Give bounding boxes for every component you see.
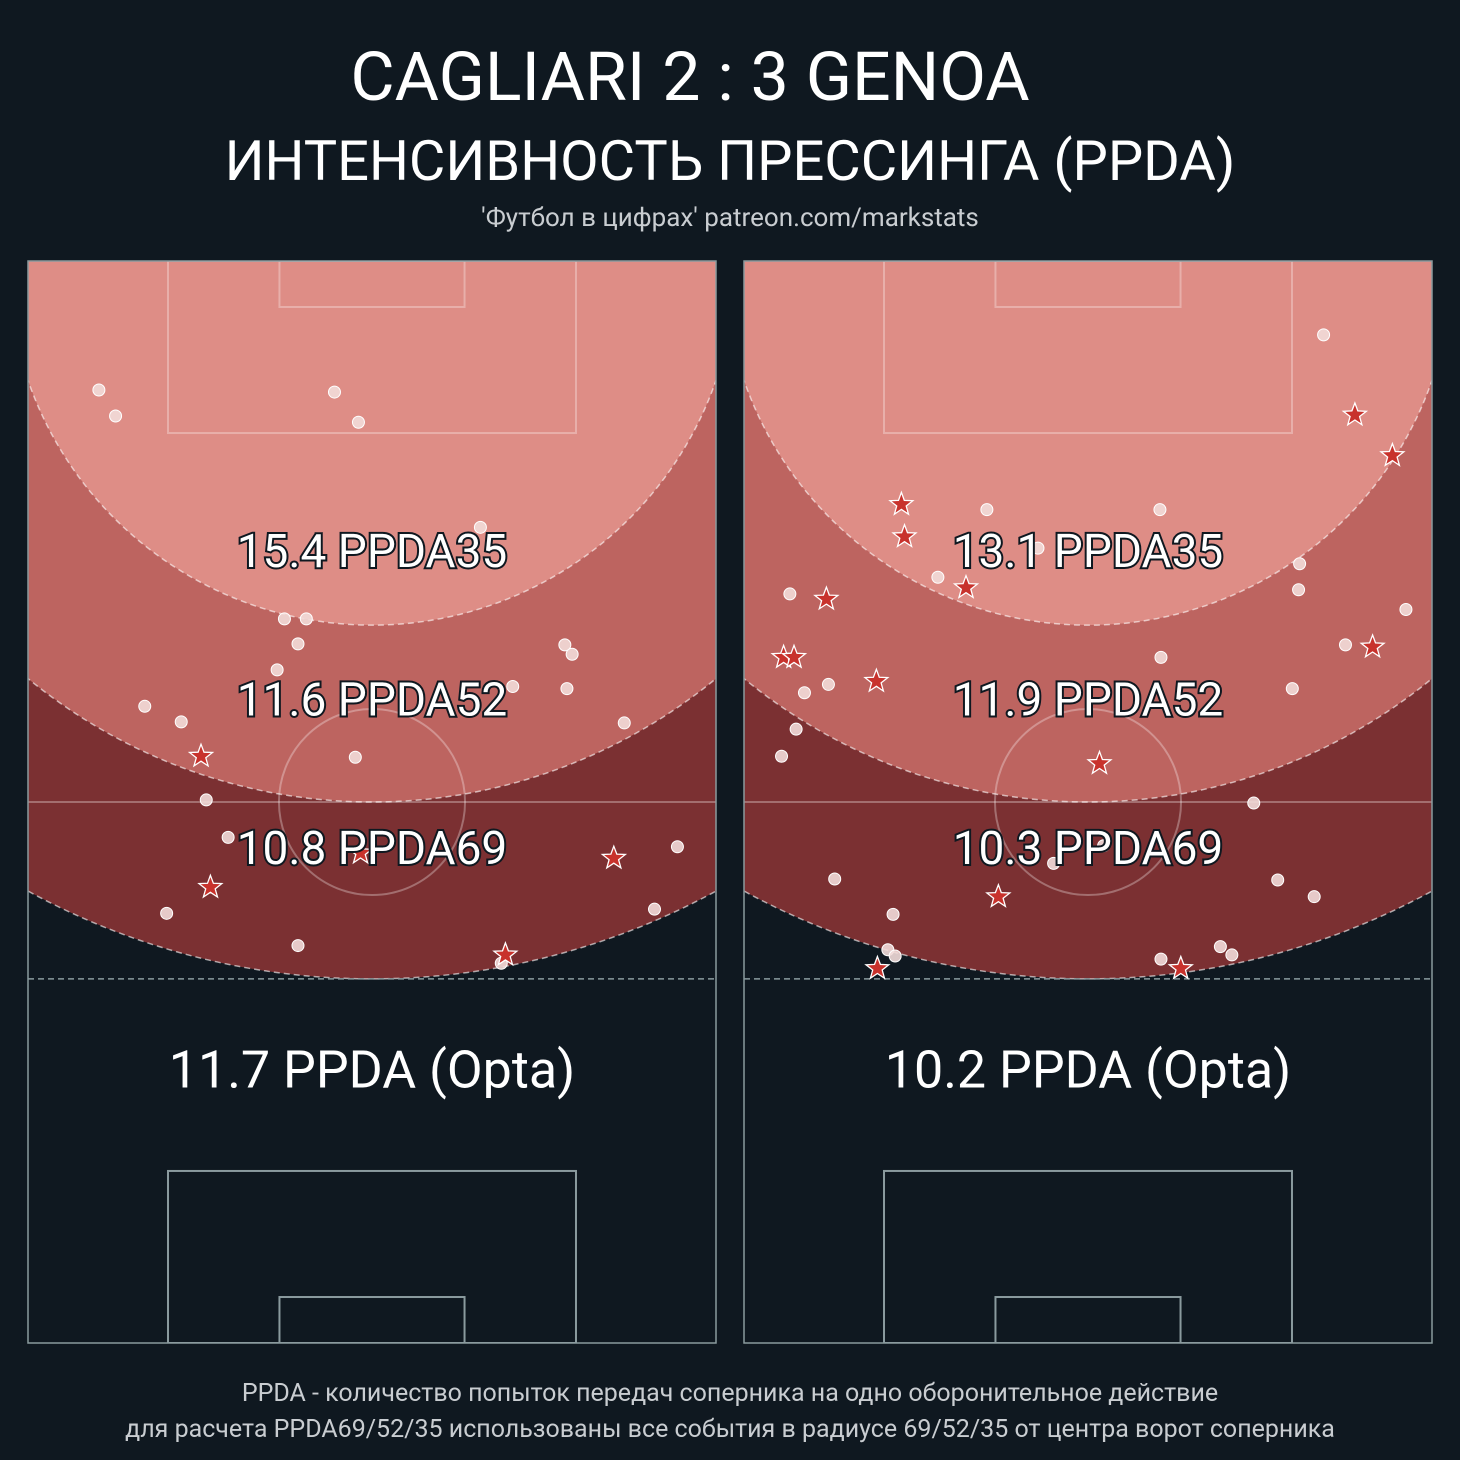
event-dot — [327, 385, 341, 399]
event-star — [1167, 954, 1194, 980]
ppda-zone — [744, 261, 1432, 626]
event-star — [863, 667, 890, 693]
penalty-box — [883, 261, 1293, 435]
event-dot — [670, 840, 684, 854]
event-dot — [931, 570, 945, 584]
event-dot — [1047, 856, 1061, 870]
penalty-box — [167, 261, 577, 435]
event-dot — [299, 612, 313, 626]
zone-label: 15.4 PPDA35 — [237, 525, 508, 579]
event-dot — [1285, 682, 1299, 696]
event-star — [600, 844, 628, 870]
event-dot — [565, 647, 579, 661]
six-yard-box — [278, 261, 466, 308]
ppda-zone — [28, 261, 716, 626]
penalty-box — [167, 1169, 577, 1343]
event-dot — [1317, 328, 1331, 342]
event-dot — [980, 503, 994, 517]
event-star — [347, 839, 374, 865]
event-dot — [174, 715, 188, 729]
event-dot — [160, 906, 174, 920]
pitch-border — [27, 260, 717, 1344]
penalty-box — [883, 1169, 1293, 1343]
event-dot — [558, 638, 572, 652]
event-star — [864, 954, 891, 980]
event-dot — [109, 409, 123, 423]
event-dot — [1293, 557, 1307, 571]
source: 'Футбол в цифрах' patreon.com/markstats — [481, 203, 979, 233]
event-dot — [291, 939, 305, 953]
event-dot — [797, 686, 811, 700]
event-dot — [1213, 940, 1227, 954]
event-dot — [886, 907, 900, 921]
event-dot — [506, 680, 520, 694]
event-dot — [888, 949, 902, 963]
event-dot — [221, 830, 235, 844]
pitch-panel — [744, 261, 1432, 1343]
six-yard-box — [994, 1296, 1182, 1343]
event-dot — [1225, 948, 1239, 962]
event-dot — [1153, 503, 1167, 517]
event-dot — [1154, 952, 1168, 966]
note: PPDA - количество попыток передач соперн… — [242, 1379, 1218, 1408]
event-dot — [1031, 541, 1045, 555]
event-dot — [277, 612, 291, 626]
event-star — [1086, 749, 1113, 775]
opta-label: 11.7 PPDA (Opta) — [169, 1040, 575, 1101]
event-star — [888, 490, 915, 516]
zone-label: 10.8 PPDA69 — [237, 822, 508, 876]
event-dot — [199, 793, 213, 807]
event-dot — [1097, 839, 1111, 853]
event-dot — [1154, 650, 1168, 664]
six-yard-box — [278, 1296, 466, 1343]
event-star — [197, 873, 224, 899]
center-circle — [277, 707, 467, 897]
event-star — [891, 522, 918, 548]
event-star — [985, 882, 1012, 908]
event-star — [1359, 633, 1386, 659]
six-yard-box — [994, 261, 1182, 308]
center-circle — [993, 707, 1183, 897]
event-star — [813, 585, 840, 611]
title: CAGLIARI 2 : 3 GENOA — [350, 37, 1029, 117]
event-dot — [291, 637, 305, 651]
event-dot — [138, 699, 152, 713]
event-dot — [348, 750, 362, 764]
opta-label: 10.2 PPDA (Opta) — [885, 1040, 1291, 1101]
subtitle: ИНТЕНСИВНОСТЬ ПРЕССИНГА (PPDA) — [225, 128, 1236, 194]
event-star — [952, 573, 980, 599]
pitch-border — [743, 260, 1433, 1344]
event-dot — [1338, 638, 1352, 652]
event-dot — [473, 520, 487, 534]
event-dot — [92, 383, 106, 397]
event-dot — [789, 722, 803, 736]
event-star — [1341, 401, 1369, 427]
pitch-panel — [28, 261, 716, 1343]
event-dot — [821, 677, 835, 691]
zone-label: 11.6 PPDA52 — [237, 673, 508, 727]
event-dot — [560, 682, 574, 696]
event-dot — [1307, 890, 1321, 904]
event-dot — [1271, 873, 1285, 887]
event-dot — [775, 749, 789, 763]
zone-label: 11.9 PPDA52 — [953, 673, 1224, 727]
event-dot — [1292, 583, 1306, 597]
note: для расчета PPDA69/52/35 использованы вс… — [125, 1415, 1335, 1444]
event-dot — [1399, 603, 1413, 617]
event-dot — [270, 663, 284, 677]
event-star — [187, 742, 215, 768]
event-dot — [351, 415, 365, 429]
event-dot — [828, 872, 842, 886]
event-dot — [647, 902, 661, 916]
event-dot — [1247, 796, 1261, 810]
event-star — [780, 643, 808, 669]
event-dot — [617, 716, 631, 730]
zone-label: 10.3 PPDA69 — [953, 822, 1224, 876]
event-dot — [783, 587, 797, 601]
event-star — [492, 941, 519, 967]
event-star — [1379, 441, 1406, 467]
zone-label: 13.1 PPDA35 — [953, 525, 1224, 579]
